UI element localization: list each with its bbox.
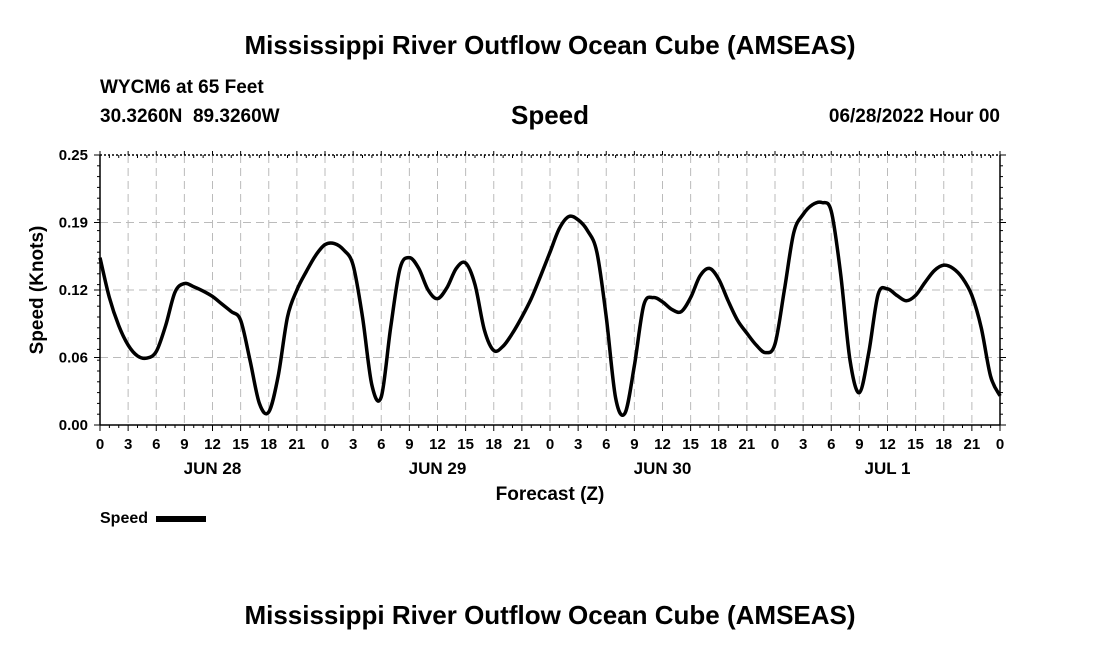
x-axis-title: Forecast (Z) xyxy=(496,484,605,505)
x-tick-label: 9 xyxy=(855,436,863,453)
x-day-label: JUN 28 xyxy=(184,459,242,478)
x-tick-label: 0 xyxy=(321,436,329,453)
x-tick-label: 18 xyxy=(260,436,277,453)
x-tick-label: 0 xyxy=(771,436,779,453)
x-tick-label: 9 xyxy=(180,436,188,453)
x-tick-label: 0 xyxy=(996,436,1004,453)
y-tick-label: 0.12 xyxy=(59,282,88,299)
x-tick-label: 6 xyxy=(152,436,160,453)
x-day-label: JUN 30 xyxy=(634,459,692,478)
y-tick-label: 0.06 xyxy=(59,350,88,367)
y-tick-label: 0.00 xyxy=(59,417,88,434)
x-tick-label: 6 xyxy=(377,436,385,453)
x-tick-label: 12 xyxy=(429,436,446,453)
x-day-label: JUL 1 xyxy=(865,459,911,478)
x-tick-label: 0 xyxy=(546,436,554,453)
x-tick-label: 15 xyxy=(457,436,474,453)
x-tick-label: 9 xyxy=(405,436,413,453)
x-tick-label: 0 xyxy=(96,436,104,453)
legend-swatch xyxy=(156,515,207,522)
x-tick-label: 3 xyxy=(574,436,582,453)
x-tick-label: 12 xyxy=(654,436,671,453)
legend-label: Speed xyxy=(100,510,149,527)
x-tick-label: 15 xyxy=(907,436,924,453)
y-axis-title: Speed (Knots) xyxy=(27,226,48,355)
x-tick-label: 21 xyxy=(964,436,981,453)
chart-labels: 0 3 6 9 12 15 18 21 0 3 6 9 12 15 18 21 0 3 6 9 12 15 18 21 0 3 6 9… xyxy=(27,147,1004,505)
x-tick-label: 18 xyxy=(935,436,952,453)
variable-title: Speed xyxy=(510,100,590,130)
forecast-datetime: 06/28/2022 Hour 00 xyxy=(828,106,1000,127)
x-tick-label: 15 xyxy=(682,436,699,453)
x-tick-label: 6 xyxy=(827,436,835,453)
footer-title: Mississippi River Outflow Ocean Cube (AM… xyxy=(244,600,856,630)
x-tick-label: 15 xyxy=(232,436,249,453)
page-title: Mississippi River Outflow Ocean Cube (AM… xyxy=(244,30,856,60)
x-tick-label: 21 xyxy=(514,436,531,453)
y-tick-label: 0.19 xyxy=(59,215,88,232)
x-tick-label: 3 xyxy=(124,436,132,453)
x-tick-label: 6 xyxy=(602,436,610,453)
x-tick-label: 12 xyxy=(879,436,896,453)
x-tick-label: 18 xyxy=(485,436,502,453)
chart-grid xyxy=(100,155,1000,425)
x-tick-label: 21 xyxy=(289,436,306,453)
x-tick-label: 9 xyxy=(630,436,638,453)
station-label: WYCM6 at 65 Feet xyxy=(100,77,264,98)
x-tick-label: 18 xyxy=(710,436,727,453)
x-tick-label: 3 xyxy=(349,436,357,453)
series-line-speed xyxy=(98,200,1002,418)
legend: Speed xyxy=(100,510,207,528)
x-tick-label: 21 xyxy=(739,436,756,453)
x-tick-label: 3 xyxy=(799,436,807,453)
y-tick-label: 0.25 xyxy=(59,147,88,164)
coordinates-label: 30.3260N 89.3260W xyxy=(100,106,280,127)
x-day-label: JUN 29 xyxy=(409,459,467,478)
x-tick-label: 12 xyxy=(204,436,221,453)
chart-series xyxy=(98,200,1002,418)
chart-axes xyxy=(94,151,1006,431)
